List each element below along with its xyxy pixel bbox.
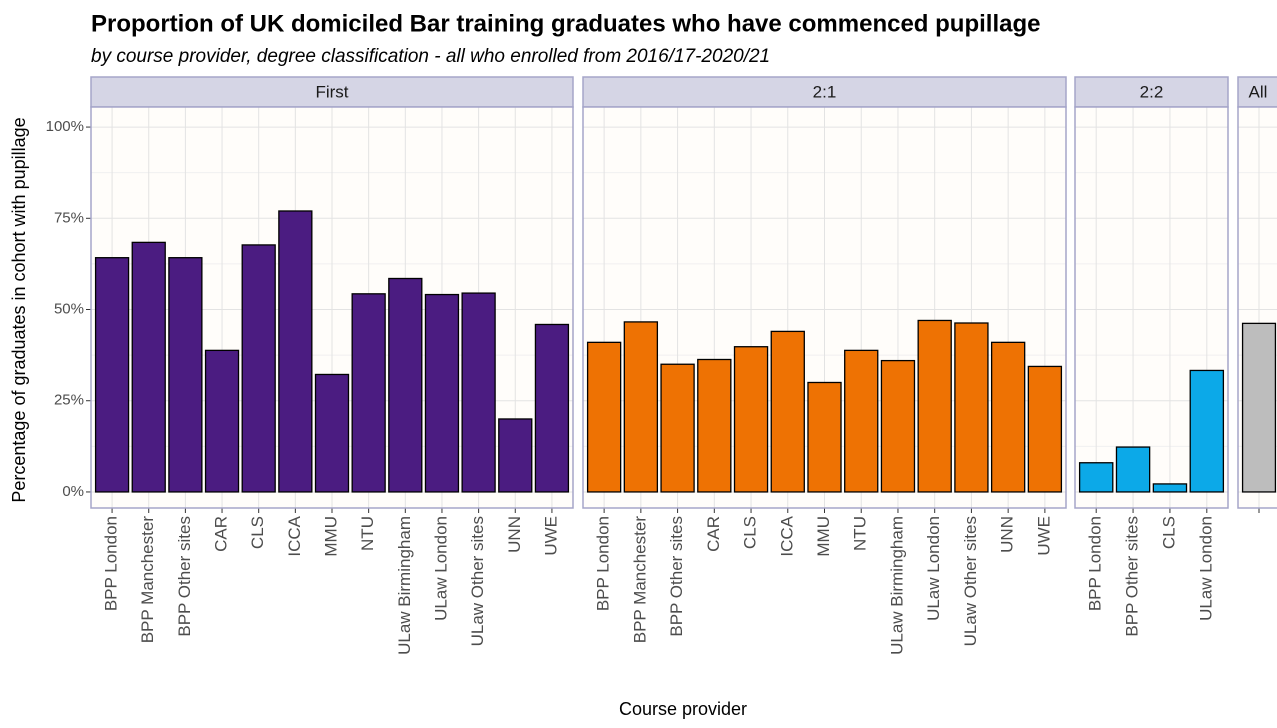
bar xyxy=(351,293,386,493)
x-tick-label: UWE xyxy=(1034,516,1053,556)
bar xyxy=(1078,462,1114,493)
y-tick-label: 25% xyxy=(54,392,84,409)
x-tick-label: ULaw London xyxy=(924,516,943,621)
bar xyxy=(1189,369,1225,493)
facet-title: All xyxy=(1249,82,1268,101)
x-tick-label: ULaw Other sites xyxy=(468,516,487,646)
x-tick-label: ICCA xyxy=(777,515,796,556)
x-tick-label: CAR xyxy=(212,516,231,552)
bar xyxy=(844,349,879,493)
x-tick-label: MMU xyxy=(814,516,833,557)
bar xyxy=(278,210,313,493)
x-tick-label: UNN xyxy=(505,516,524,553)
bar xyxy=(954,322,989,493)
x-tick-label: ULaw London xyxy=(1196,516,1215,621)
x-tick-label: CAR xyxy=(704,516,723,552)
bar xyxy=(1115,446,1151,493)
y-tick-label: 0% xyxy=(62,483,84,500)
x-tick-label: ULaw Other sites xyxy=(961,516,980,646)
facet-strip xyxy=(90,76,574,108)
bar xyxy=(168,257,203,493)
chart-title: Proportion of UK domiciled Bar training … xyxy=(91,10,1040,37)
bar xyxy=(733,346,769,493)
x-tick-label: BPP Other sites xyxy=(1123,516,1142,637)
facet-strip xyxy=(1237,76,1277,108)
panel-border xyxy=(582,106,1067,509)
facet-title: First xyxy=(315,82,348,101)
x-tick-label: BPP Other sites xyxy=(175,516,194,637)
bar xyxy=(241,244,276,493)
x-tick-label: NTU xyxy=(358,516,377,551)
x-tick-label: BPP Manchester xyxy=(138,516,157,644)
panel-border xyxy=(1074,106,1229,509)
bar xyxy=(880,359,916,493)
x-tick-label: CLS xyxy=(1159,516,1178,549)
bar xyxy=(697,358,732,493)
bar xyxy=(1152,483,1188,493)
bar xyxy=(1027,365,1063,493)
bar xyxy=(314,373,350,493)
bar xyxy=(917,319,952,493)
facet-strip xyxy=(582,76,1067,108)
bar xyxy=(94,257,130,493)
bar xyxy=(388,277,423,493)
bar xyxy=(461,292,496,493)
facet-strip xyxy=(1074,76,1229,108)
facet-title: 2:1 xyxy=(813,82,837,101)
x-tick-label: BPP London xyxy=(102,516,121,611)
bar xyxy=(623,321,659,493)
y-tick-label: 50% xyxy=(54,300,84,317)
facet-title: 2:2 xyxy=(1140,82,1164,101)
bar xyxy=(204,349,240,493)
panel-border xyxy=(90,106,574,509)
x-tick-label: UNN xyxy=(998,516,1017,553)
x-tick-label: ULaw Birmingham xyxy=(395,516,414,655)
bar xyxy=(770,330,805,493)
y-axis-label: Percentage of graduates in cohort with p… xyxy=(9,117,29,502)
x-tick-label: ICCA xyxy=(285,515,304,556)
bar xyxy=(990,341,1026,493)
x-tick-label: BPP Manchester xyxy=(630,516,649,644)
x-tick-label: NTU xyxy=(851,516,870,551)
bar xyxy=(498,418,533,493)
x-tick-label: BPP London xyxy=(594,516,613,611)
chart-subtitle: by course provider, degree classificatio… xyxy=(91,46,770,67)
x-tick-label: CLS xyxy=(248,516,267,549)
x-axis-label: Course provider xyxy=(619,699,747,719)
x-tick-label: MMU xyxy=(321,516,340,557)
x-tick-label: BPP Other sites xyxy=(667,516,686,637)
x-tick-label: ULaw Birmingham xyxy=(887,516,906,655)
bar xyxy=(807,381,842,493)
bar xyxy=(1241,322,1277,493)
bar xyxy=(534,323,570,493)
x-tick-label: BPP London xyxy=(1086,516,1105,611)
bar xyxy=(424,293,460,493)
bar xyxy=(586,341,622,493)
y-tick-label: 75% xyxy=(54,209,84,226)
x-tick-label: ULaw London xyxy=(431,516,450,621)
bar xyxy=(131,241,166,493)
bar xyxy=(660,363,695,493)
y-tick-label: 100% xyxy=(46,118,84,135)
x-tick-label: CLS xyxy=(741,516,760,549)
panel-border xyxy=(1237,106,1277,509)
x-tick-label: UWE xyxy=(541,516,560,556)
